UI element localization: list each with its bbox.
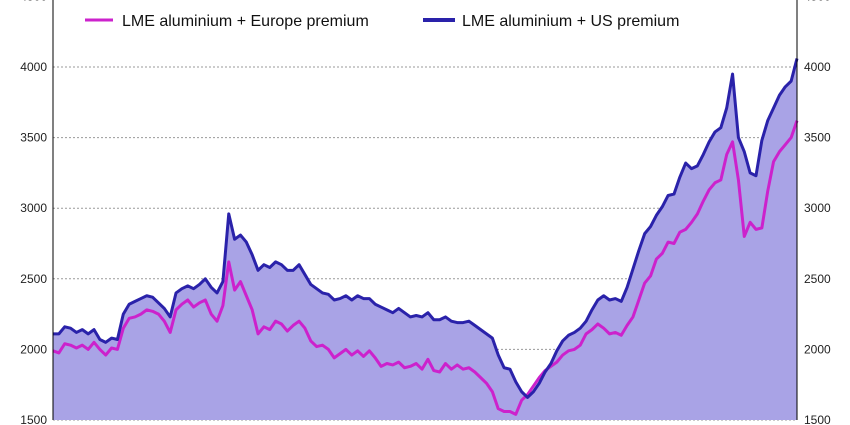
tick-label-right-3500: 3500 [804,131,831,145]
tick-label-left-3000: 3000 [20,201,47,215]
area-fills [53,58,797,420]
tick-label-right-4000: 4000 [804,60,831,74]
us-premium-line [53,58,799,399]
tick-label-right-3000: 3000 [804,201,831,215]
tick-label-right-2000: 2000 [804,342,831,356]
tick-label-left-3500: 3500 [20,131,47,145]
tick-label-left-1500: 1500 [20,413,47,425]
tick-label-right-1500: 1500 [804,413,831,425]
us-premium-area [53,58,797,420]
left-axis-ticks: 1500 2000 2500 3000 3500 4000 4500 [20,0,47,425]
legend-label-europe: LME aluminium + Europe premium [122,13,369,30]
legend: LME aluminium + Europe premium LME alumi… [85,13,679,30]
tick-label-left-4000: 4000 [20,60,47,74]
europe-premium-line [52,120,799,416]
tick-label-left-4500: 4500 [20,0,47,3]
tick-label-right-2500: 2500 [804,272,831,286]
tick-label-left-2000: 2000 [20,342,47,356]
tick-label-left-2500: 2500 [20,272,47,286]
right-axis-ticks: 1500 2000 2500 3000 3500 4000 4500 [804,0,831,425]
axes [52,0,798,420]
tick-label-right-4500: 4500 [804,0,831,3]
legend-label-us: LME aluminium + US premium [462,13,679,30]
series-lines [52,58,799,416]
